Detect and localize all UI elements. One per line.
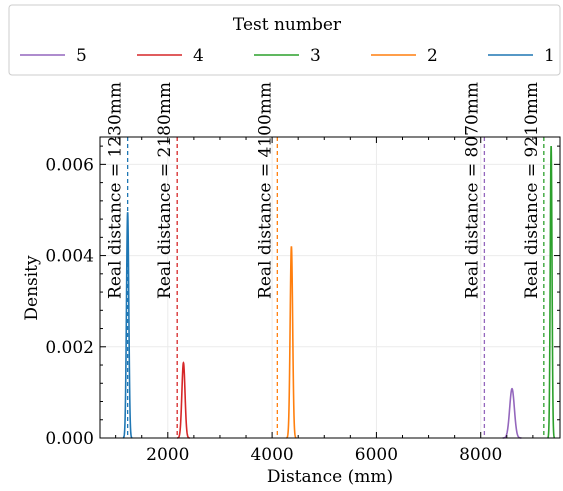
legend-frame [8, 4, 561, 76]
legend-entries: 5 4 3 2 1 [20, 46, 555, 66]
series-curves [122, 146, 556, 439]
reference-label-4: Real distance = 2180mm [155, 82, 175, 299]
plot-area: 2000 4000 6000 8000 0.000 0.002 0.004 0.006 Rea… [45, 82, 561, 465]
legend-label-5: 5 [76, 46, 87, 66]
reference-label-5: Real distance = 8070mm [462, 82, 482, 299]
density-curve-3 [547, 146, 556, 439]
x-tick-label: 6000 [355, 445, 398, 465]
density-curve-4 [177, 361, 190, 439]
x-axis-label: Distance (mm) [267, 467, 393, 487]
legend-title: Test number [233, 15, 342, 35]
legend-label-3: 3 [310, 46, 321, 66]
y-tick-label: 0.004 [45, 247, 94, 267]
y-tick-label: 0.002 [45, 338, 94, 358]
reference-label-1: Real distance = 1230mm [106, 82, 126, 299]
reference-label-2: Real distance = 4100mm [255, 82, 275, 299]
y-tick-label: 0.000 [45, 429, 94, 449]
legend-label-2: 2 [427, 46, 438, 66]
axis-ticks: 2000 4000 6000 8000 0.000 0.002 0.004 0.006 [45, 137, 560, 465]
reference-labels: Real distance = 1230mm Real distance = 21… [106, 82, 542, 299]
density-curve-1 [122, 212, 133, 439]
y-axis-label: Density [22, 255, 42, 321]
reference-label-3: Real distance = 9210mm [522, 82, 542, 299]
y-tick-label: 0.006 [45, 155, 94, 175]
legend: Test number 5 4 3 2 1 [8, 4, 561, 76]
plot-frame [99, 136, 561, 439]
x-tick-label: 2000 [146, 445, 189, 465]
density-curve-2 [286, 246, 297, 439]
x-tick-label: 4000 [250, 445, 293, 465]
x-tick-label: 8000 [459, 445, 502, 465]
legend-label-1: 1 [544, 46, 555, 66]
legend-label-4: 4 [193, 46, 204, 66]
density-curve-5 [502, 387, 522, 439]
reference-lines [126, 137, 545, 438]
